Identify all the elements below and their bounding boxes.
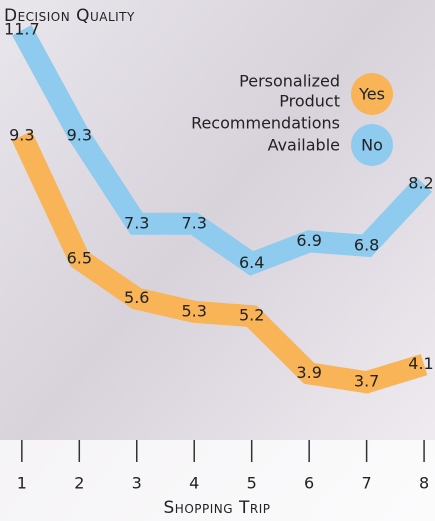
series-line [11, 131, 428, 394]
legend-swatch [351, 73, 393, 115]
data-label: 3.9 [296, 363, 321, 382]
legend: Personalized Product Recommendations Ava… [191, 72, 393, 166]
data-label: 7.3 [182, 213, 207, 232]
legend-title: Available [268, 136, 340, 155]
data-label: 9.3 [9, 125, 34, 144]
x-tick-label: 7 [362, 474, 372, 493]
legend-label: Yes [358, 85, 385, 104]
x-axis-label: Shopping Trip [164, 498, 271, 518]
data-label: 7.3 [124, 213, 149, 232]
chart-title: Decision Quality [4, 6, 135, 26]
x-tick-label: 4 [189, 474, 199, 493]
legend-title: Product [279, 92, 340, 111]
legend-title: Recommendations [191, 114, 340, 133]
legend-label: No [361, 136, 383, 155]
x-tick-label: 8 [419, 474, 429, 493]
x-tick-label: 2 [74, 474, 84, 493]
data-label: 6.8 [354, 235, 379, 254]
legend-swatch [351, 124, 393, 166]
data-label: 5.3 [182, 301, 207, 320]
axis-area [0, 440, 435, 521]
x-tick-label: 6 [304, 474, 314, 493]
data-label: 6.9 [296, 231, 321, 250]
data-label: 3.7 [354, 372, 379, 391]
x-tick-label: 3 [132, 474, 142, 493]
legend-title: Personalized [239, 72, 340, 91]
data-label: 11.7 [4, 20, 40, 39]
data-label: 9.3 [67, 125, 92, 144]
data-label: 6.5 [67, 249, 92, 268]
x-tick-label: 1 [17, 474, 27, 493]
x-tick-label: 5 [247, 474, 257, 493]
data-label: 4.1 [408, 354, 433, 373]
data-label: 5.2 [239, 306, 264, 325]
series-line [12, 24, 433, 276]
data-label: 8.2 [408, 174, 433, 193]
data-label: 6.4 [239, 253, 264, 272]
data-label: 5.6 [124, 288, 149, 307]
